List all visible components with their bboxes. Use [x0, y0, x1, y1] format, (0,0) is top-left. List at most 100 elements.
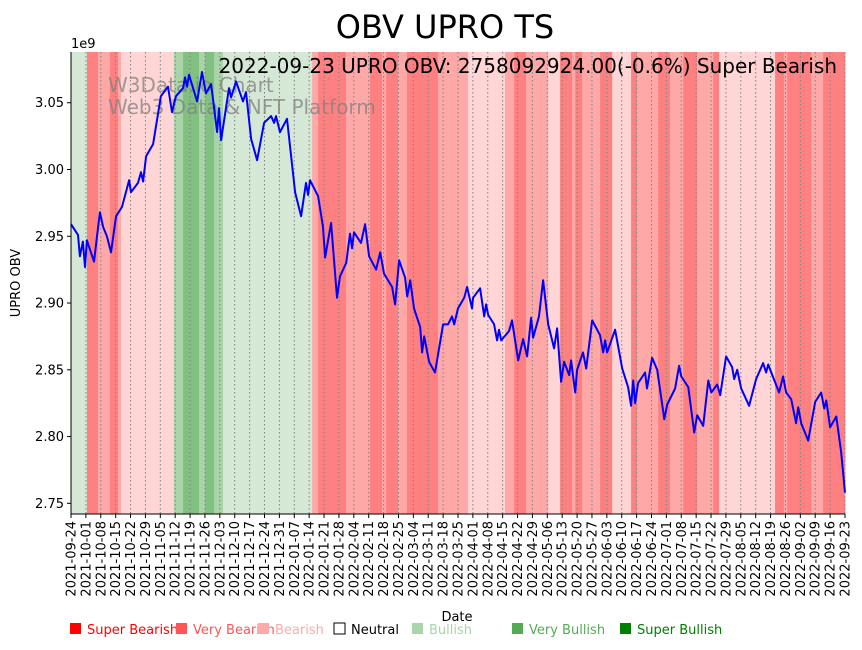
legend: Super Bearish Very Bearish Bearish Neutral B…	[70, 622, 722, 638]
sentiment-band	[382, 52, 387, 514]
x-tick-label: 2021-10-08	[94, 521, 109, 597]
x-tick-label: 2022-08-05	[734, 521, 749, 597]
sentiment-band	[120, 52, 175, 514]
sentiment-band	[345, 52, 371, 514]
x-tick-label: 2022-07-22	[705, 521, 720, 597]
legend-swatch-icon	[176, 623, 187, 634]
sentiment-band	[514, 52, 527, 514]
sentiment-band	[784, 52, 788, 514]
sentiment-band	[658, 52, 671, 514]
x-tick-label: 2021-12-31	[273, 521, 288, 597]
x-tick-label: 2022-09-16	[824, 521, 839, 597]
x-tick-label: 2022-08-26	[779, 521, 794, 597]
x-tick-label: 2021-12-24	[258, 521, 273, 597]
sentiment-band	[438, 52, 469, 514]
legend-label: Neutral	[351, 623, 399, 638]
sentiment-band	[71, 52, 88, 514]
legend-label: Bearish	[275, 623, 324, 638]
x-tick-label: 2022-09-23	[839, 521, 854, 597]
y-ticks: 2.75 2.80 2.85 2.90 2.95 3.00 3.05	[35, 96, 71, 512]
x-tick-label: 2022-03-11	[422, 521, 437, 597]
sentiment-band	[386, 52, 399, 514]
sentiment-band	[811, 52, 824, 514]
legend-item: Super Bullish	[620, 623, 722, 638]
x-tick-label: 2022-05-27	[585, 521, 600, 597]
x-tick-label: 2022-05-13	[556, 521, 571, 597]
x-tick-label: 2021-10-01	[79, 521, 94, 597]
sentiment-bands	[71, 52, 846, 514]
legend-swatch-icon	[70, 623, 81, 634]
legend-item: Very Bearish	[176, 623, 275, 638]
sentiment-band	[199, 52, 206, 514]
x-tick-label: 2022-03-18	[437, 521, 452, 597]
sentiment-band	[312, 52, 319, 514]
x-tick-label: 2022-09-09	[809, 521, 824, 597]
x-tick-label: 2021-11-05	[154, 521, 169, 597]
x-tick-label: 2022-04-22	[511, 521, 526, 597]
legend-item: Very Bullish	[512, 623, 605, 638]
sentiment-band	[173, 52, 184, 514]
sentiment-band	[98, 52, 111, 514]
obv-series-line	[70, 71, 846, 493]
sentiment-band	[823, 52, 846, 514]
sentiment-band	[572, 52, 576, 514]
sentiment-band	[575, 52, 583, 514]
sentiment-band	[369, 52, 383, 514]
x-tick-label: 2022-03-25	[452, 521, 467, 597]
legend-item: Bullish	[412, 623, 472, 638]
sentiment-band	[109, 52, 119, 514]
vertical-gridlines	[70, 52, 846, 514]
x-tick-label: 2022-04-15	[496, 521, 511, 597]
legend-swatch-icon	[333, 622, 346, 635]
sentiment-band	[548, 52, 561, 514]
x-tick-label: 2022-08-12	[749, 521, 764, 597]
x-tick-label: 2022-06-10	[615, 521, 630, 597]
legend-item: Neutral	[333, 622, 399, 638]
x-axis-label: Date	[441, 610, 472, 625]
sentiment-band	[504, 52, 515, 514]
legend-label: Super Bullish	[637, 623, 722, 638]
legend-swatch-icon	[412, 623, 423, 634]
sentiment-band	[600, 52, 613, 514]
x-tick-label: 2022-09-02	[794, 521, 809, 597]
y-tick-label: 2.80	[35, 430, 64, 445]
x-tick-label: 2021-10-22	[124, 521, 139, 597]
sentiment-band	[697, 52, 714, 514]
sentiment-band	[183, 52, 200, 514]
x-tick-label: 2022-01-21	[318, 521, 333, 597]
sentiment-band	[467, 52, 506, 514]
x-tick-label: 2021-12-10	[228, 521, 243, 597]
x-tick-label: 2022-07-08	[675, 521, 690, 597]
sentiment-band	[398, 52, 408, 514]
sentiment-band	[86, 52, 99, 514]
legend-swatch-icon	[512, 623, 523, 634]
x-tick-label: 2022-02-11	[362, 521, 377, 597]
x-tick-label: 2022-04-01	[466, 521, 481, 597]
x-tick-label: 2022-02-04	[347, 521, 362, 597]
sentiment-band	[214, 52, 224, 514]
x-tick-label: 2022-05-20	[571, 521, 586, 597]
legend-label: Super Bearish	[87, 623, 178, 638]
sentiment-band	[775, 52, 785, 514]
sentiment-band	[787, 52, 812, 514]
x-tick-label: 2022-04-08	[481, 521, 496, 597]
y-tick-label: 3.00	[35, 163, 64, 178]
sentiment-band	[560, 52, 573, 514]
sentiment-band	[669, 52, 684, 514]
x-tick-label: 2022-03-04	[407, 521, 422, 597]
y-tick-label: 2.75	[35, 497, 64, 512]
x-tick-label: 2022-02-18	[377, 521, 392, 597]
x-tick-label: 2021-11-26	[198, 521, 213, 597]
sentiment-band	[582, 52, 601, 514]
legend-label: Very Bullish	[529, 623, 605, 638]
x-tick-label: 2022-06-17	[630, 521, 645, 597]
x-tick-label: 2021-11-12	[169, 521, 184, 597]
y-offset-label: 1e9	[71, 37, 96, 52]
legend-swatch-icon	[258, 623, 269, 634]
sentiment-band	[631, 52, 638, 514]
x-tick-label: 2022-06-03	[600, 521, 615, 597]
x-tick-label: 2021-10-29	[139, 521, 154, 597]
x-tick-label: 2022-08-19	[764, 521, 779, 597]
x-tick-label: 2021-12-17	[243, 521, 258, 597]
